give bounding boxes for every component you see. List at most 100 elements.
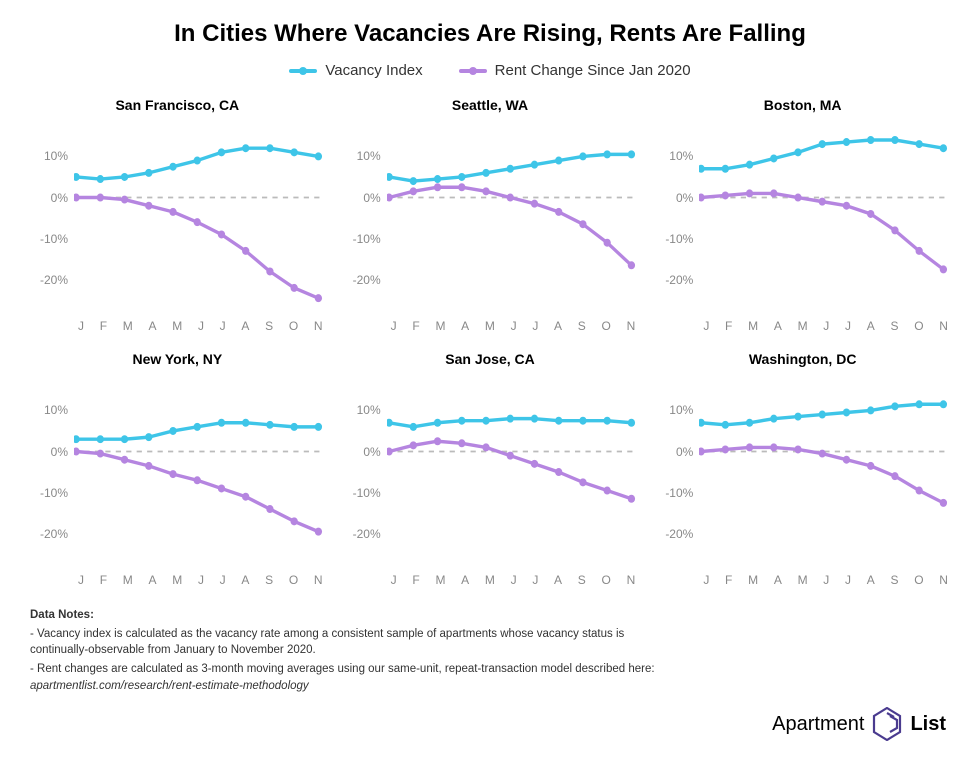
- rent-marker: [746, 443, 753, 451]
- plot-area: [387, 373, 638, 567]
- rent-marker: [218, 230, 225, 238]
- vacancy-marker: [867, 406, 874, 414]
- x-tick-label: J: [845, 319, 851, 333]
- plot-area: [699, 119, 950, 313]
- x-tick-label: M: [172, 319, 182, 333]
- x-tick-label: F: [100, 573, 107, 587]
- y-tick-label: 10%: [357, 149, 381, 163]
- notes-line-0: - Vacancy index is calculated as the vac…: [30, 626, 670, 659]
- rent-marker: [603, 487, 610, 495]
- vacancy-marker: [315, 152, 322, 160]
- vacancy-marker: [892, 402, 899, 410]
- vacancy-marker: [145, 169, 152, 177]
- y-tick-label: -10%: [353, 486, 381, 500]
- vacancy-marker: [387, 173, 393, 181]
- vacancy-marker: [916, 140, 923, 148]
- rent-marker: [218, 484, 225, 492]
- vacancy-marker: [795, 148, 802, 156]
- rent-marker: [795, 194, 802, 202]
- panel-3: New York, NY10%0%-10%-20%JFMAMJJASON: [30, 351, 325, 587]
- x-tick-label: J: [823, 573, 829, 587]
- x-tick-label: M: [435, 573, 445, 587]
- rent-line: [76, 198, 318, 299]
- vacancy-marker: [603, 417, 610, 425]
- rent-marker: [867, 210, 874, 218]
- vacancy-marker: [169, 163, 176, 171]
- vacancy-marker: [434, 175, 441, 183]
- panel-title: San Jose, CA: [343, 351, 638, 367]
- rent-marker: [770, 443, 777, 451]
- rent-marker: [97, 194, 104, 202]
- rent-marker: [387, 194, 393, 202]
- x-tick-label: A: [241, 319, 249, 333]
- y-axis: 10%0%-10%-20%: [30, 119, 74, 313]
- vacancy-marker: [819, 411, 826, 419]
- vacancy-marker: [218, 419, 225, 427]
- rent-marker: [194, 476, 201, 484]
- chart-wrap: 10%0%-10%-20%: [655, 373, 950, 567]
- rent-marker: [843, 456, 850, 464]
- x-tick-label: O: [914, 319, 923, 333]
- panel-title: New York, NY: [30, 351, 325, 367]
- vacancy-marker: [555, 417, 562, 425]
- y-tick-label: 0%: [51, 191, 68, 205]
- x-tick-label: S: [890, 573, 898, 587]
- vacancy-marker: [74, 173, 80, 181]
- x-tick-label: N: [314, 319, 323, 333]
- vacancy-marker: [746, 419, 753, 427]
- x-tick-label: J: [391, 319, 397, 333]
- vacancy-marker: [434, 419, 441, 427]
- x-tick-label: O: [289, 573, 298, 587]
- panel-4: San Jose, CA10%0%-10%-20%JFMAMJJASON: [343, 351, 638, 587]
- data-notes: Data Notes: - Vacancy index is calculate…: [30, 607, 670, 694]
- y-tick-label: 0%: [51, 445, 68, 459]
- x-tick-label: M: [485, 573, 495, 587]
- x-axis: JFMAMJJASON: [30, 313, 325, 333]
- vacancy-marker: [266, 421, 273, 429]
- notes-title: Data Notes:: [30, 607, 670, 624]
- vacancy-marker: [482, 417, 489, 425]
- x-tick-label: M: [123, 319, 133, 333]
- vacancy-marker: [722, 165, 729, 173]
- vacancy-marker: [916, 400, 923, 408]
- vacancy-marker: [291, 148, 298, 156]
- vacancy-marker: [579, 152, 586, 160]
- legend: Vacancy Index Rent Change Since Jan 2020: [30, 62, 950, 79]
- rent-marker: [770, 189, 777, 197]
- rent-marker: [627, 261, 634, 269]
- rent-line: [389, 441, 631, 499]
- vacancy-marker: [506, 165, 513, 173]
- x-tick-label: N: [314, 573, 323, 587]
- rent-marker: [169, 470, 176, 478]
- vacancy-marker: [482, 169, 489, 177]
- vacancy-marker: [97, 175, 104, 183]
- rent-marker: [603, 239, 610, 247]
- rent-marker: [242, 493, 249, 501]
- vacancy-marker: [194, 423, 201, 431]
- x-tick-label: F: [725, 573, 732, 587]
- legend-swatch-rent: [459, 69, 487, 73]
- x-tick-label: J: [823, 319, 829, 333]
- rent-marker: [579, 220, 586, 228]
- x-tick-label: A: [554, 319, 562, 333]
- legend-item-rent: Rent Change Since Jan 2020: [459, 62, 691, 79]
- x-axis: JFMAMJJASON: [655, 313, 950, 333]
- rent-marker: [555, 468, 562, 476]
- panel-1: Seattle, WA10%0%-10%-20%JFMAMJJASON: [343, 97, 638, 333]
- vacancy-marker: [867, 136, 874, 144]
- x-tick-label: A: [149, 573, 157, 587]
- rent-marker: [722, 445, 729, 453]
- x-tick-label: J: [532, 319, 538, 333]
- legend-label-rent: Rent Change Since Jan 2020: [495, 62, 691, 79]
- x-tick-label: J: [198, 319, 204, 333]
- rent-marker: [940, 499, 947, 507]
- rent-marker: [291, 517, 298, 525]
- x-tick-label: A: [149, 319, 157, 333]
- vacancy-marker: [266, 144, 273, 152]
- x-tick-label: J: [220, 573, 226, 587]
- rent-marker: [315, 294, 322, 302]
- rent-marker: [409, 441, 416, 449]
- rent-marker: [892, 472, 899, 480]
- rent-marker: [892, 226, 899, 234]
- y-tick-label: -10%: [40, 232, 68, 246]
